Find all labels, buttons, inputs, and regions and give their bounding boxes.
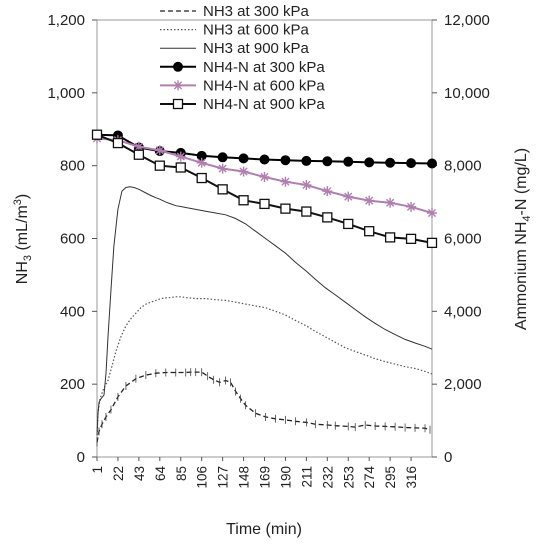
data-point-nh4-n-at-300-kpa xyxy=(322,156,333,167)
left-y-tick-label: 800 xyxy=(60,158,85,175)
x-tick-label: 274 xyxy=(362,466,377,489)
data-point-nh4-n-at-900-kpa xyxy=(133,149,145,160)
data-point-nh4-n-at-300-kpa xyxy=(238,153,249,164)
x-tick-label: 127 xyxy=(216,466,231,489)
right-y-tick-label: 6,000 xyxy=(444,231,482,248)
series-line-nh3-at-600-kpa xyxy=(96,296,433,439)
data-point-nh4-n-at-600-kpa xyxy=(280,176,291,187)
left-y-axis-title: NH3 (mL/m3) xyxy=(12,194,34,284)
right-y-tick-label: 8,000 xyxy=(444,158,482,175)
series-layer xyxy=(91,129,438,447)
x-tick-label: 148 xyxy=(237,466,252,489)
data-point-nh4-n-at-900-kpa xyxy=(364,226,375,237)
data-point-nh4-n-at-900-kpa xyxy=(301,206,312,217)
data-point-nh4-n-at-600-kpa xyxy=(175,151,186,162)
data-point-nh4-n-at-900-kpa xyxy=(154,160,165,171)
x-tick-label: 169 xyxy=(258,466,273,489)
left-y-tick-label: 400 xyxy=(60,303,85,320)
axes-layer: 0 200 400 600 800 1,000 1,200 0 2,000 4,000 6,000 8… xyxy=(47,12,489,489)
x-tick-label: 22 xyxy=(111,466,126,481)
data-point-nh4-n-at-900-kpa xyxy=(343,218,354,230)
series-line-nh4-n-at-900-kpa xyxy=(96,133,433,244)
left-y-tick-label: 200 xyxy=(60,376,85,393)
x-tick-label: 232 xyxy=(320,466,335,489)
data-point-nh4-n-at-600-kpa xyxy=(238,166,249,177)
data-point-nh4-n-at-300-kpa xyxy=(385,157,396,168)
data-point-nh4-n-at-300-kpa xyxy=(217,152,228,163)
legend-marker-nh4-n-at-600-kpa xyxy=(173,80,183,91)
x-tick-label: 43 xyxy=(132,466,147,481)
x-tick-label: 253 xyxy=(341,466,356,489)
x-axis-title: Time (min) xyxy=(226,521,302,538)
data-point-nh4-n-at-300-kpa xyxy=(343,156,354,167)
data-point-nh4-n-at-600-kpa xyxy=(385,197,396,208)
data-point-nh4-n-at-900-kpa xyxy=(426,237,438,249)
x-tick-label: 64 xyxy=(153,466,168,482)
data-point-nh4-n-at-900-kpa xyxy=(259,198,270,210)
data-point-nh4-n-at-900-kpa xyxy=(238,195,249,206)
data-point-nh4-n-at-900-kpa xyxy=(384,232,396,243)
x-tick-label: 211 xyxy=(299,466,314,488)
legend-label: NH4-N at 600 kPa xyxy=(203,77,325,94)
x-tick-label: 85 xyxy=(174,466,189,481)
data-point-nh4-n-at-900-kpa xyxy=(405,233,417,245)
x-tick-label: 106 xyxy=(195,466,210,489)
left-y-tick-label: 1,000 xyxy=(47,85,85,102)
right-y-tick-label: 2,000 xyxy=(444,376,482,393)
right-y-axis-title: Ammonium NH4-N (mg/L) xyxy=(513,148,533,330)
right-y-tick-label: 4,000 xyxy=(444,303,482,320)
data-point-nh4-n-at-600-kpa xyxy=(259,171,270,182)
data-point-nh4-n-at-600-kpa xyxy=(406,201,417,212)
data-point-nh4-n-at-300-kpa xyxy=(301,155,312,166)
x-tick-label: 1 xyxy=(90,466,105,474)
data-point-nh4-n-at-900-kpa xyxy=(217,184,228,195)
legend-label: NH3 at 900 kPa xyxy=(203,40,310,57)
legend-marker-nh4-n-at-300-kpa xyxy=(173,61,183,72)
data-point-nh4-n-at-900-kpa xyxy=(175,162,186,173)
legend-label: NH4-N at 300 kPa xyxy=(203,59,325,76)
x-tick-label: 316 xyxy=(404,466,419,489)
data-point-nh4-n-at-300-kpa xyxy=(364,157,375,168)
data-point-nh4-n-at-600-kpa xyxy=(217,163,228,174)
data-point-nh4-n-at-300-kpa xyxy=(259,154,270,165)
data-point-nh4-n-at-600-kpa xyxy=(427,208,437,219)
data-point-nh4-n-at-300-kpa xyxy=(406,158,417,169)
left-y-tick-label: 0 xyxy=(77,449,85,466)
data-point-nh4-n-at-900-kpa xyxy=(280,203,291,214)
data-point-nh4-n-at-600-kpa xyxy=(343,191,354,202)
data-point-nh4-n-at-600-kpa xyxy=(301,179,312,190)
data-point-nh4-n-at-600-kpa xyxy=(196,157,207,168)
left-y-tick-label: 600 xyxy=(60,231,85,248)
data-point-nh4-n-at-900-kpa xyxy=(112,137,124,149)
right-y-tick-label: 12,000 xyxy=(444,12,490,29)
data-point-nh4-n-at-900-kpa xyxy=(322,212,333,223)
data-point-nh4-n-at-300-kpa xyxy=(427,158,437,169)
data-point-nh4-n-at-900-kpa xyxy=(91,129,103,140)
data-point-nh4-n-at-300-kpa xyxy=(280,155,291,166)
data-point-nh4-n-at-600-kpa xyxy=(364,195,375,206)
right-y-tick-label: 10,000 xyxy=(444,85,490,102)
legend-label: NH3 at 300 kPa xyxy=(203,3,310,20)
data-point-nh4-n-at-900-kpa xyxy=(196,172,207,184)
x-tick-label: 295 xyxy=(383,466,398,489)
x-tick-label: 190 xyxy=(278,466,293,489)
left-y-tick-label: 1,200 xyxy=(47,12,85,29)
series-line-nh3-at-300-kpa xyxy=(96,371,431,443)
legend-label: NH3 at 600 kPa xyxy=(203,22,310,39)
legend-marker-nh4-n-at-900-kpa xyxy=(172,98,184,110)
data-point-nh4-n-at-600-kpa xyxy=(322,186,333,197)
data-point-nh4-n-at-600-kpa xyxy=(133,141,144,152)
right-y-tick-label: 0 xyxy=(444,449,452,466)
series-line-nh3-at-900-kpa xyxy=(96,186,433,436)
legend-label: NH4-N at 900 kPa xyxy=(203,96,325,113)
data-point-nh4-n-at-600-kpa xyxy=(154,145,165,156)
